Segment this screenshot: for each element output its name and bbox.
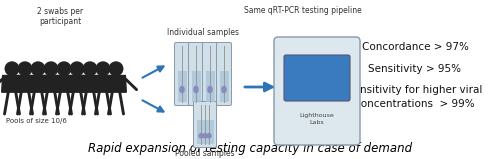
Circle shape <box>31 62 45 76</box>
Polygon shape <box>40 76 62 92</box>
Bar <box>178 71 186 102</box>
Ellipse shape <box>208 86 212 93</box>
FancyBboxPatch shape <box>188 42 204 106</box>
Ellipse shape <box>194 86 198 93</box>
Circle shape <box>83 62 97 76</box>
Circle shape <box>96 62 110 76</box>
Polygon shape <box>92 76 114 92</box>
FancyBboxPatch shape <box>216 42 232 106</box>
Polygon shape <box>66 76 87 92</box>
Circle shape <box>5 62 19 76</box>
Text: Pooled samples: Pooled samples <box>175 149 235 158</box>
Text: 2 swabs per
participant: 2 swabs per participant <box>37 7 83 26</box>
Polygon shape <box>80 76 100 92</box>
Polygon shape <box>106 76 126 92</box>
Bar <box>192 71 200 102</box>
Bar <box>206 71 214 102</box>
Text: Rapid expansion of testing capacity in case of demand: Rapid expansion of testing capacity in c… <box>88 142 412 155</box>
Ellipse shape <box>222 86 226 93</box>
Bar <box>220 71 228 102</box>
Polygon shape <box>14 76 36 92</box>
Ellipse shape <box>180 86 184 93</box>
Circle shape <box>18 62 32 76</box>
Text: Same qRT-PCR testing pipeline: Same qRT-PCR testing pipeline <box>244 6 362 15</box>
Circle shape <box>57 62 71 76</box>
Text: Pools of size 10/6: Pools of size 10/6 <box>6 118 67 124</box>
Polygon shape <box>54 76 74 92</box>
Ellipse shape <box>207 134 211 138</box>
Ellipse shape <box>203 134 207 138</box>
Text: Lighthouse
Labs: Lighthouse Labs <box>300 113 334 125</box>
Text: Individual samples: Individual samples <box>167 28 239 37</box>
Circle shape <box>70 62 84 76</box>
FancyBboxPatch shape <box>284 55 350 101</box>
Polygon shape <box>2 76 22 92</box>
FancyBboxPatch shape <box>194 101 216 148</box>
Text: Concordance > 97%: Concordance > 97% <box>362 42 469 52</box>
Polygon shape <box>28 76 48 92</box>
Circle shape <box>44 62 58 76</box>
FancyBboxPatch shape <box>274 37 360 145</box>
Bar <box>196 120 214 144</box>
Text: Sensitivity > 95%: Sensitivity > 95% <box>368 64 462 74</box>
FancyBboxPatch shape <box>202 42 218 106</box>
Ellipse shape <box>199 134 203 138</box>
Text: Sensitivity for higher viral
concentrations  > 99%: Sensitivity for higher viral concentrati… <box>348 85 482 109</box>
FancyBboxPatch shape <box>174 42 190 106</box>
Circle shape <box>109 62 123 76</box>
